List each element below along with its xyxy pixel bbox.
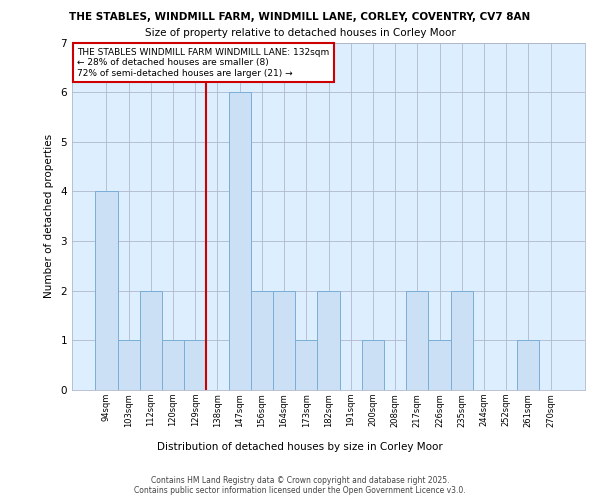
- Bar: [317, 290, 340, 390]
- Bar: [184, 340, 206, 390]
- Text: THE STABLES, WINDMILL FARM, WINDMILL LANE, CORLEY, COVENTRY, CV7 8AN: THE STABLES, WINDMILL FARM, WINDMILL LAN…: [70, 12, 530, 22]
- Bar: [428, 340, 451, 390]
- Bar: [295, 340, 317, 390]
- Bar: [406, 290, 428, 390]
- Text: THE STABLES WINDMILL FARM WINDMILL LANE: 132sqm
← 28% of detached houses are sma: THE STABLES WINDMILL FARM WINDMILL LANE:…: [77, 48, 329, 78]
- Text: Contains HM Land Registry data © Crown copyright and database right 2025.
Contai: Contains HM Land Registry data © Crown c…: [134, 476, 466, 495]
- Bar: [251, 290, 273, 390]
- Bar: [229, 92, 251, 390]
- Bar: [95, 192, 118, 390]
- Bar: [162, 340, 184, 390]
- Bar: [517, 340, 539, 390]
- Y-axis label: Number of detached properties: Number of detached properties: [44, 134, 53, 298]
- Text: Size of property relative to detached houses in Corley Moor: Size of property relative to detached ho…: [145, 28, 455, 38]
- Bar: [451, 290, 473, 390]
- Bar: [140, 290, 162, 390]
- Bar: [118, 340, 140, 390]
- Bar: [273, 290, 295, 390]
- Text: Distribution of detached houses by size in Corley Moor: Distribution of detached houses by size …: [157, 442, 443, 452]
- Bar: [362, 340, 384, 390]
